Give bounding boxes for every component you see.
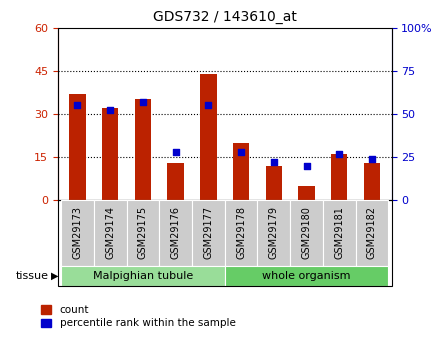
Text: Malpighian tubule: Malpighian tubule — [93, 271, 193, 281]
FancyBboxPatch shape — [225, 266, 388, 286]
Title: GDS732 / 143610_at: GDS732 / 143610_at — [153, 10, 297, 24]
Text: GSM29179: GSM29179 — [269, 206, 279, 259]
Point — [107, 108, 114, 113]
FancyBboxPatch shape — [61, 266, 225, 286]
FancyBboxPatch shape — [290, 200, 323, 266]
Point — [172, 149, 179, 155]
Text: GSM29180: GSM29180 — [302, 206, 312, 259]
Text: GSM29177: GSM29177 — [203, 206, 213, 259]
Point — [336, 151, 343, 156]
Bar — [298, 186, 315, 200]
FancyBboxPatch shape — [323, 200, 356, 266]
Text: tissue: tissue — [16, 271, 49, 281]
Point — [205, 102, 212, 108]
Bar — [200, 73, 217, 200]
Bar — [135, 99, 151, 200]
Text: GSM29174: GSM29174 — [105, 206, 115, 259]
Bar — [331, 154, 348, 200]
Bar — [233, 142, 249, 200]
Text: GSM29178: GSM29178 — [236, 206, 246, 259]
FancyBboxPatch shape — [94, 200, 126, 266]
Bar — [364, 163, 380, 200]
Text: GSM29175: GSM29175 — [138, 206, 148, 259]
FancyBboxPatch shape — [159, 200, 192, 266]
FancyBboxPatch shape — [126, 200, 159, 266]
Bar — [266, 166, 282, 200]
FancyBboxPatch shape — [258, 200, 290, 266]
Point — [74, 102, 81, 108]
Text: whole organism: whole organism — [262, 271, 351, 281]
FancyBboxPatch shape — [61, 200, 94, 266]
Text: GSM29182: GSM29182 — [367, 206, 377, 259]
Bar — [69, 94, 85, 200]
Text: GSM29181: GSM29181 — [334, 206, 344, 259]
Text: GSM29176: GSM29176 — [170, 206, 181, 259]
Legend: count, percentile rank within the sample: count, percentile rank within the sample — [41, 305, 235, 328]
Text: GSM29173: GSM29173 — [73, 206, 82, 259]
FancyBboxPatch shape — [225, 200, 258, 266]
FancyBboxPatch shape — [192, 200, 225, 266]
Point — [368, 156, 376, 161]
Point — [303, 163, 310, 168]
Point — [270, 159, 277, 165]
FancyBboxPatch shape — [356, 200, 388, 266]
Bar — [102, 108, 118, 200]
Text: ▶: ▶ — [51, 271, 59, 281]
Point — [139, 99, 146, 105]
Point — [238, 149, 245, 155]
Bar — [167, 163, 184, 200]
